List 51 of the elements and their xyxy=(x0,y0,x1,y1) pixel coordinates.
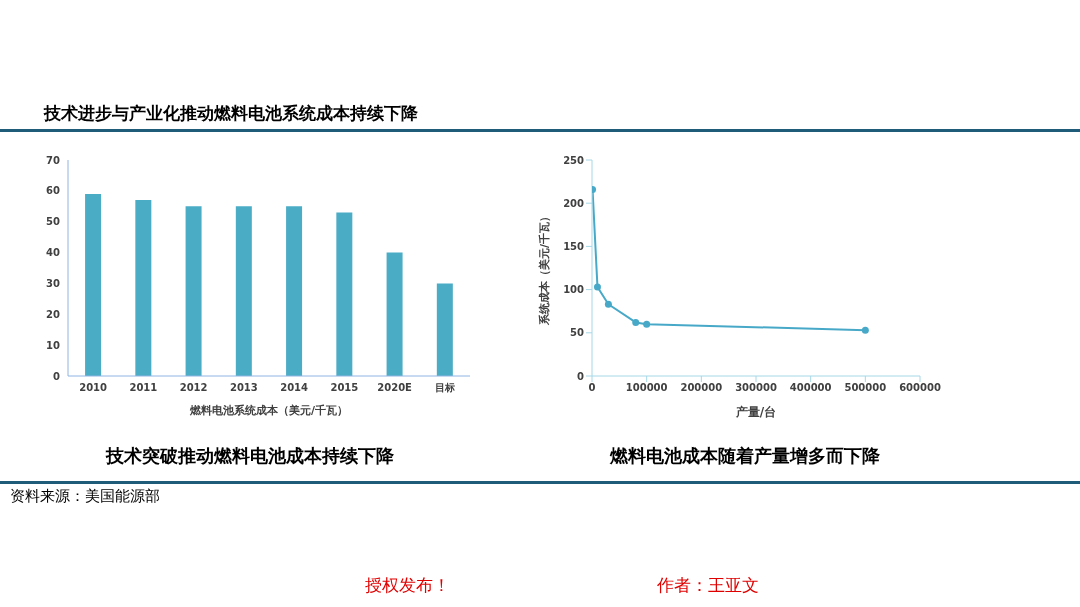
x-tick-label: 2010 xyxy=(79,382,108,394)
y-tick-label: 100 xyxy=(563,284,585,296)
x-tick-label: 2014 xyxy=(280,382,309,394)
y-tick-label: 60 xyxy=(46,185,61,197)
x-axis-title: 燃料电池系统成本（美元/千瓦） xyxy=(188,404,349,417)
bar xyxy=(336,212,353,376)
y-tick-label: 200 xyxy=(563,197,585,209)
point xyxy=(593,283,601,291)
y-tick-label: 0 xyxy=(577,370,585,382)
point xyxy=(632,318,640,326)
x-tick-label: 300000 xyxy=(735,382,777,394)
text: 资料来源：美国能源部 xyxy=(10,487,160,506)
x-tick-label: 0 xyxy=(588,382,596,394)
bar xyxy=(235,206,252,376)
y-tick-label: 50 xyxy=(46,216,61,228)
y-tick-label: 250 xyxy=(563,154,585,166)
x-axis-title: 产量/台 xyxy=(734,405,777,419)
x-tick-label: 2011 xyxy=(129,382,158,394)
bar xyxy=(436,283,453,376)
y-tick-label: 70 xyxy=(46,154,61,166)
x-tick-label: 600000 xyxy=(899,382,941,394)
y-tick-label: 150 xyxy=(563,240,585,252)
x-tick-label: 400000 xyxy=(789,382,832,394)
x-tick-label: 200000 xyxy=(680,382,723,394)
text: 技术突破推动燃料电池成本持续下降 xyxy=(104,444,395,468)
y-tick-label: 10 xyxy=(46,339,61,351)
y-tick-label: 50 xyxy=(570,327,585,339)
point xyxy=(861,326,869,334)
text: 燃料电池成本随着产量增多而下降 xyxy=(609,444,881,468)
bar xyxy=(185,206,202,376)
y-tick-label: 40 xyxy=(46,247,61,259)
y-tick-label: 30 xyxy=(46,277,61,289)
y-tick-label: 20 xyxy=(46,308,61,320)
y-axis-title: 系统成本（美元/千瓦） xyxy=(537,210,551,327)
x-tick-label: 2015 xyxy=(330,382,359,394)
x-tick-label: 2012 xyxy=(179,382,208,394)
bar xyxy=(85,193,102,376)
x-tick-label: 100000 xyxy=(625,382,668,394)
text: 授权发布！ xyxy=(365,574,450,597)
point xyxy=(604,300,612,308)
bar xyxy=(386,252,403,376)
x-tick-label: 2020E xyxy=(377,382,413,394)
bar xyxy=(135,200,152,376)
text: 作者：王亚文 xyxy=(657,574,759,597)
point xyxy=(643,320,651,328)
x-tick-label: 500000 xyxy=(844,382,887,394)
bar xyxy=(286,206,303,376)
y-tick-label: 0 xyxy=(53,370,61,382)
text: 技术进步与产业化推动燃料电池系统成本持续下降 xyxy=(44,102,418,125)
x-tick-label: 2013 xyxy=(229,382,258,394)
x-tick-label: 目标 xyxy=(434,382,455,394)
